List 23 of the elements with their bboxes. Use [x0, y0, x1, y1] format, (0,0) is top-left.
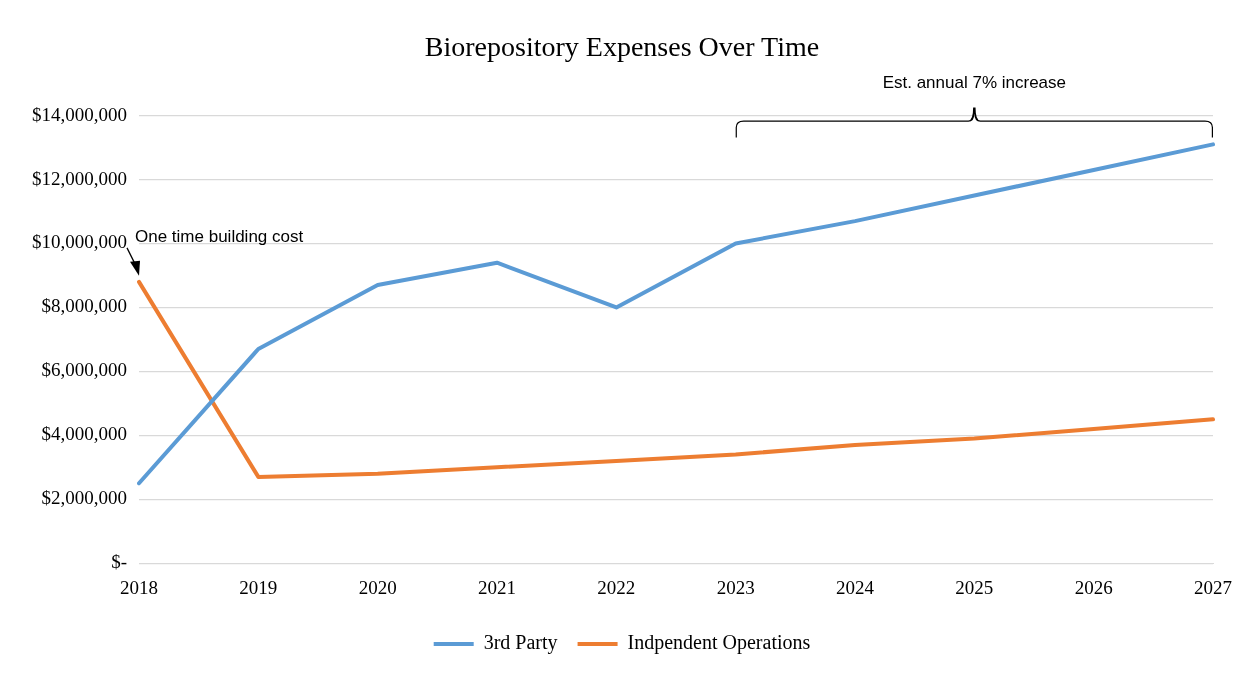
x-tick-label: 2027	[1194, 576, 1232, 598]
x-tick-label: 2020	[358, 576, 397, 598]
x-tick-label: 2019	[239, 576, 278, 598]
x-tick-label: 2022	[597, 576, 636, 598]
y-tick-label: $12,000,000	[32, 167, 127, 189]
y-tick-label: $2,000,000	[41, 487, 127, 509]
x-tick-label: 2025	[955, 576, 994, 598]
x-tick-label: 2021	[478, 576, 516, 598]
y-tick-label: $10,000,000	[32, 231, 127, 253]
y-tick-label: $8,000,000	[41, 295, 127, 317]
y-tick-label: $14,000,000	[32, 103, 127, 125]
x-tick-label: 2026	[1074, 576, 1113, 598]
x-tick-label: 2018	[120, 576, 158, 598]
y-tick-label: $6,000,000	[41, 359, 127, 381]
legend-label: 3rd Party	[483, 631, 558, 655]
legend-label: Indpendent Operations	[627, 631, 811, 655]
annotation: One time building cost	[135, 226, 304, 246]
x-tick-label: 2024	[836, 576, 875, 598]
x-tick-label: 2023	[716, 576, 755, 598]
text: Est. annual 7% increase	[882, 72, 1067, 92]
chart-title: Biorepository Expenses Over Time	[424, 31, 820, 63]
y-tick-label: $4,000,000	[41, 423, 127, 445]
y-tick-label: $-	[111, 551, 127, 573]
